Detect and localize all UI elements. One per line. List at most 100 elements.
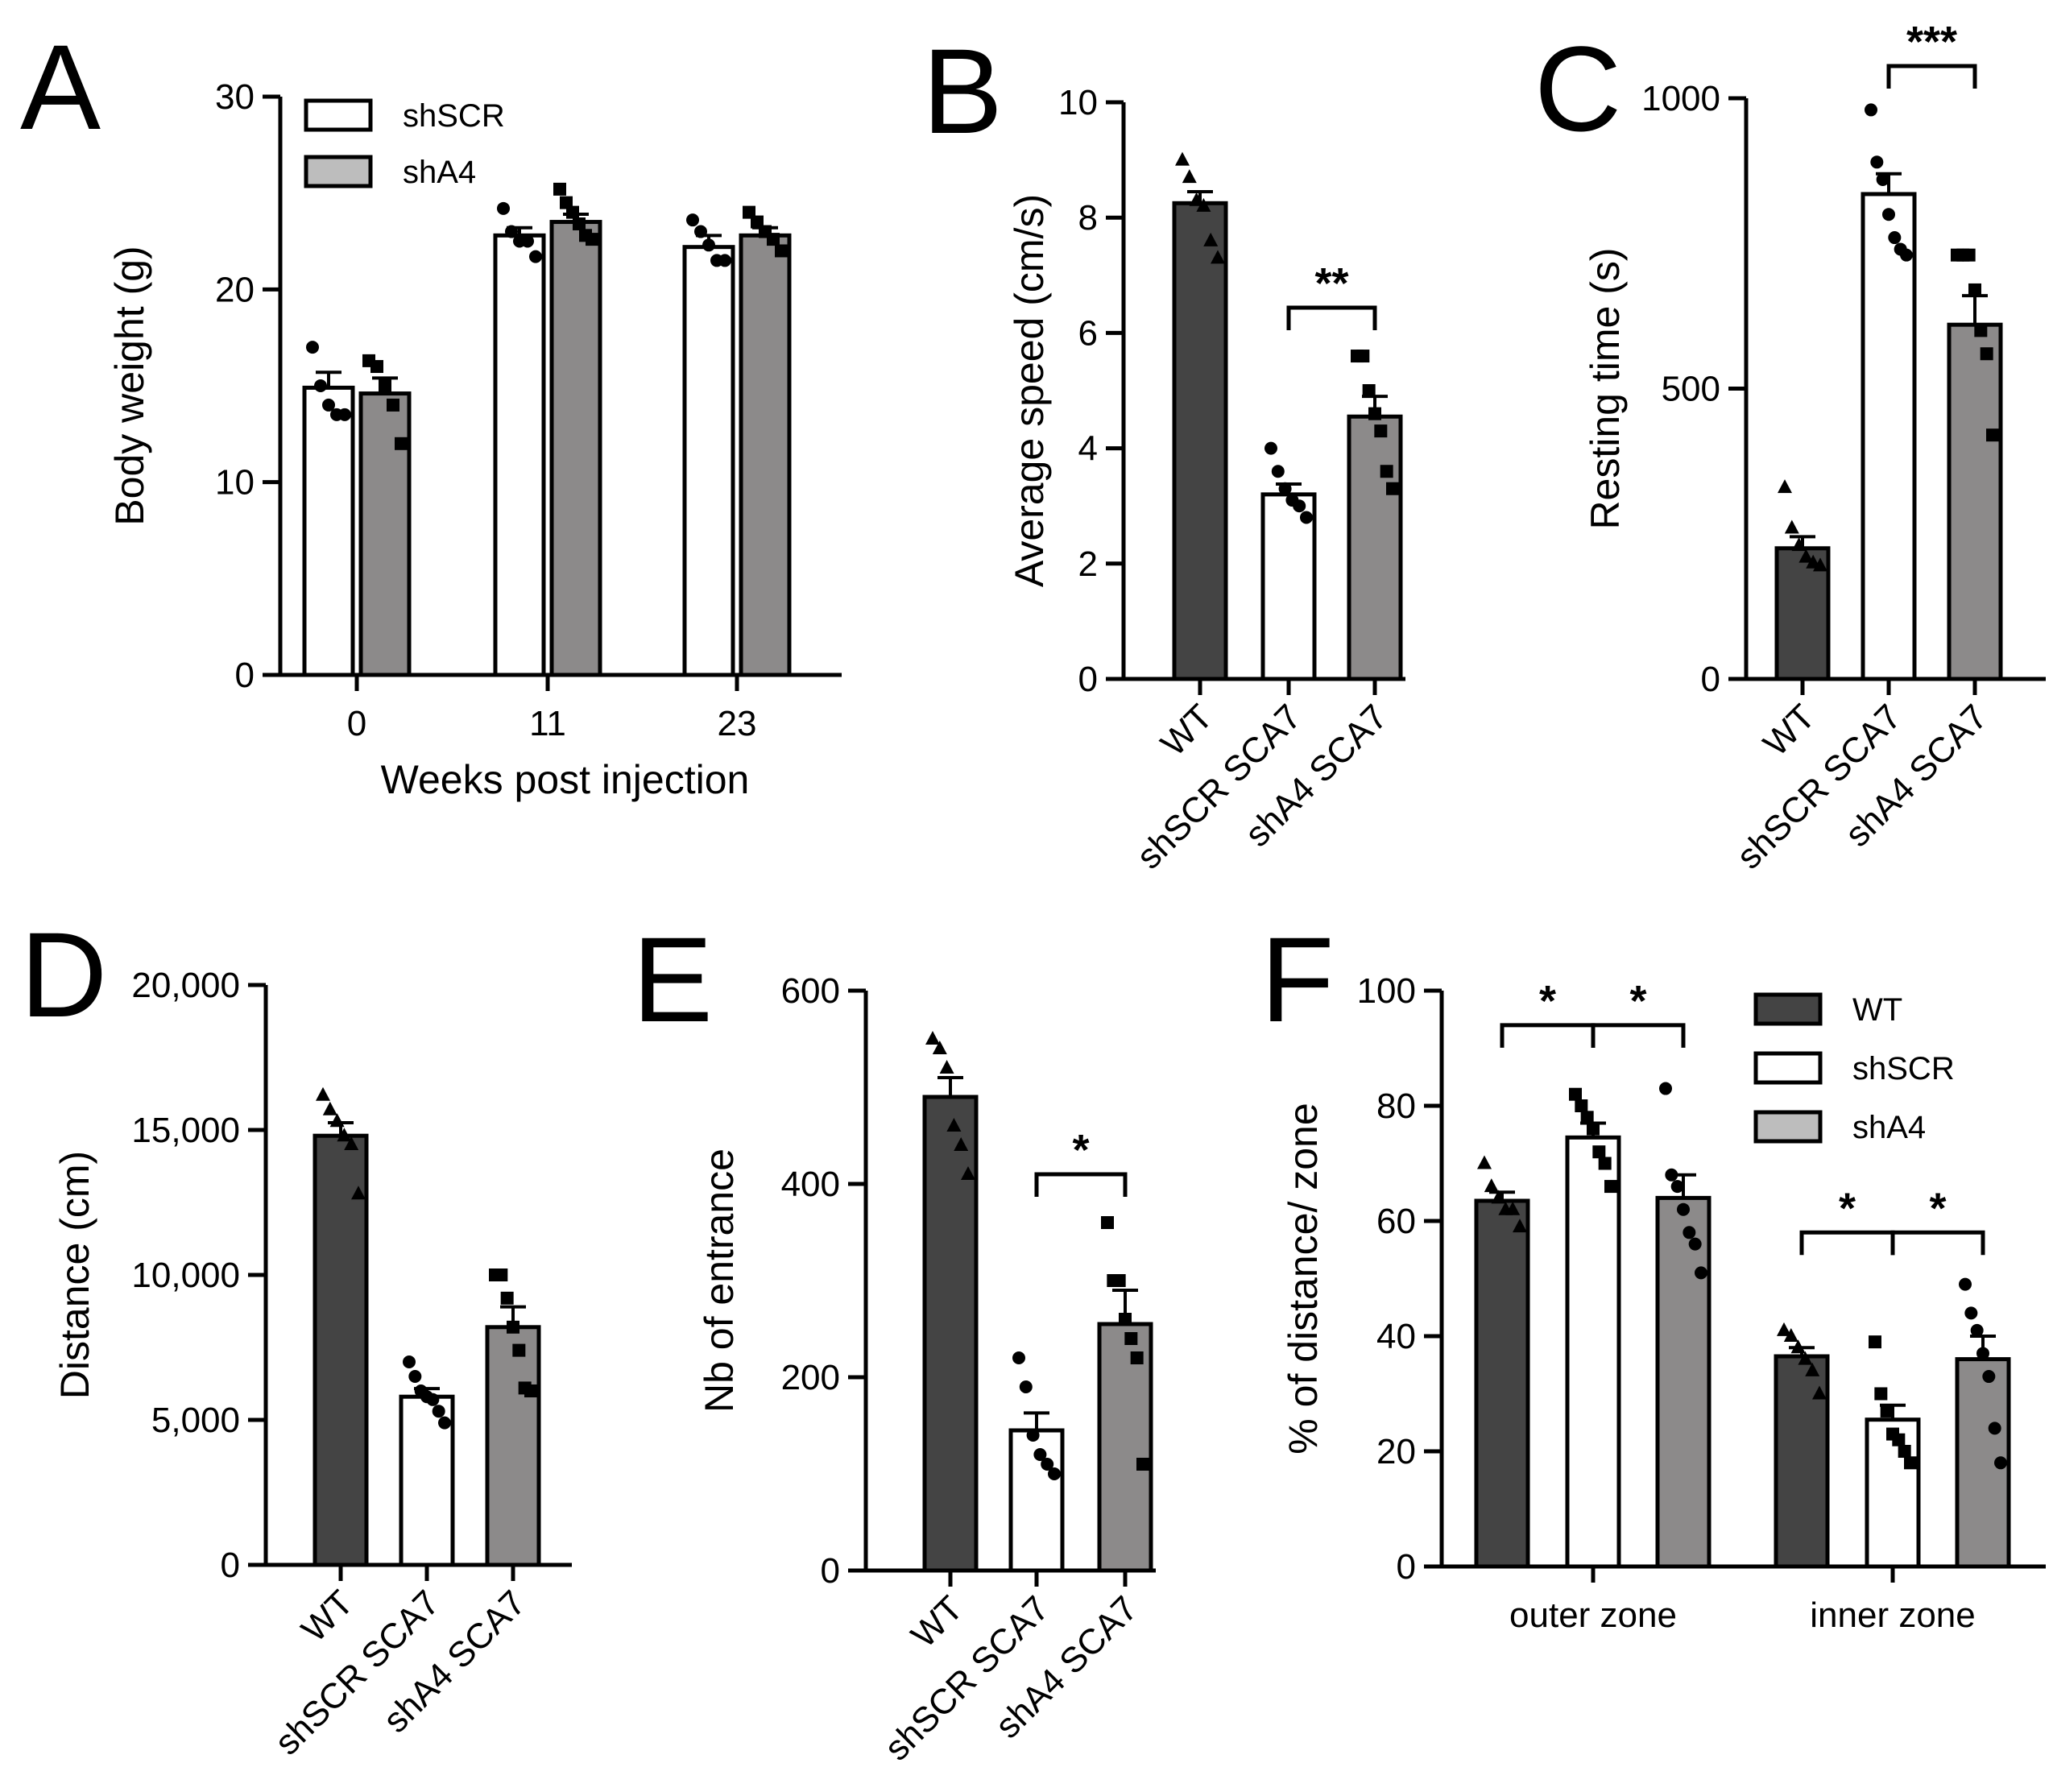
- panel-e: E 0 200 400 600 Nb of entrance: [632, 912, 1156, 1591]
- data-point: [1033, 1448, 1047, 1461]
- data-point: [1962, 248, 1976, 262]
- data-point: [1959, 1277, 1972, 1291]
- data-point: [1688, 1237, 1702, 1251]
- x-tick-label: WT: [904, 1588, 971, 1655]
- panel-d: D 0 5,000 10,000 15,000 20,000 Distance (cm): [20, 907, 572, 1585]
- data-point: [1870, 155, 1884, 169]
- data-point: [1904, 1456, 1917, 1470]
- y-tick-label: 1000: [1641, 79, 1720, 118]
- data-point: [1865, 103, 1877, 117]
- y-tick-label: 0: [1701, 660, 1720, 699]
- bar-shA4-SCA7: [1947, 322, 2003, 681]
- data-point: [1048, 1467, 1061, 1480]
- data-point: [337, 1128, 352, 1142]
- data-point: [322, 1101, 337, 1115]
- y-tick-label: 20: [215, 270, 255, 309]
- bar-shSCR-SCA7: [1260, 492, 1317, 681]
- data-point: [1778, 479, 1792, 494]
- data-point: [1575, 1099, 1588, 1112]
- data-point: [775, 244, 788, 258]
- y-tick-label: 0: [1078, 660, 1098, 699]
- data-point: [403, 1355, 416, 1368]
- data-point: [512, 1343, 526, 1357]
- y-tick-label: 0: [235, 656, 255, 695]
- data-point: [1677, 1202, 1690, 1216]
- panel-d-letter: D: [20, 907, 107, 1042]
- data-point: [1026, 1429, 1040, 1442]
- data-point: [1898, 1445, 1911, 1458]
- data-point: [1882, 208, 1895, 221]
- data-point: [1869, 1335, 1881, 1349]
- significance-label: **: [1314, 259, 1348, 308]
- significance-bracket: [1286, 305, 1377, 331]
- data-point: [1805, 1362, 1820, 1376]
- data-point: [1683, 1226, 1696, 1240]
- significance-label: *: [1929, 1184, 1946, 1232]
- legend-label-shSCR: shSCR: [403, 98, 505, 134]
- data-point: [379, 379, 391, 392]
- significance-bracket: [1890, 1230, 1985, 1256]
- significance-bracket: [1799, 1230, 1895, 1256]
- x-tick-label: 23: [718, 704, 757, 743]
- panel-b: B 0 2 4 6 8 10 Average speed (cm/s): [922, 23, 1405, 699]
- data-point: [932, 1041, 947, 1054]
- data-point: [497, 201, 510, 215]
- panel-f: F 0 20 40 60 80 100 % of distance/ zone: [1260, 912, 2046, 1587]
- data-point: [432, 1405, 445, 1418]
- panel-a-y-title: Body weight (g): [107, 246, 152, 525]
- data-point: [1356, 350, 1370, 363]
- data-point: [1874, 1387, 1888, 1401]
- y-tick-label: 40: [1376, 1317, 1416, 1356]
- data-point: [1695, 1266, 1707, 1280]
- panel-c-y-title: Resting time (s): [1583, 247, 1628, 529]
- data-point: [1598, 1157, 1612, 1170]
- data-point: [1368, 407, 1381, 420]
- data-point: [939, 1060, 954, 1074]
- data-point: [1784, 519, 1799, 534]
- data-point: [507, 1320, 519, 1334]
- bar-shSCR-11: [493, 233, 546, 677]
- data-point: [1783, 1328, 1798, 1342]
- data-point: [505, 225, 518, 238]
- bar-shA4-23: [739, 233, 792, 677]
- panel-c-letter: C: [1534, 21, 1621, 156]
- data-point: [1189, 192, 1204, 206]
- bar-WT-outer-zone: [1474, 1198, 1530, 1569]
- data-point: [306, 341, 319, 354]
- y-tick-label: 600: [781, 971, 840, 1011]
- data-point: [344, 1136, 359, 1150]
- data-point: [573, 217, 586, 230]
- panel-e-y-title: Nb of entrance: [697, 1148, 742, 1413]
- data-point: [1974, 324, 1988, 337]
- data-point: [1569, 1087, 1582, 1101]
- y-tick-label: 6: [1078, 313, 1098, 353]
- data-point: [438, 1416, 451, 1430]
- legend-swatch-shSCR: [1753, 1051, 1823, 1085]
- panel-b-letter: B: [922, 23, 1003, 159]
- y-tick-label: 4: [1078, 429, 1098, 469]
- data-point: [1900, 248, 1913, 262]
- data-point: [961, 1166, 975, 1180]
- bar-shSCR-23: [682, 245, 735, 677]
- data-point: [1892, 1433, 1906, 1446]
- panel-a-letter: A: [20, 19, 101, 155]
- data-point: [316, 1086, 330, 1101]
- data-point: [1812, 1385, 1827, 1400]
- y-tick-label: 8: [1078, 198, 1098, 238]
- data-point: [1880, 1404, 1894, 1417]
- data-point: [694, 225, 707, 238]
- legend-label-shA4: shA4: [1852, 1110, 1926, 1145]
- y-tick-label: 10: [215, 463, 255, 503]
- data-point: [524, 1384, 537, 1397]
- panel-a-x-title: Weeks post injection: [381, 757, 750, 802]
- data-point: [1019, 1380, 1033, 1393]
- panel-c: C 0 500 1000 Resting time (s): [1534, 21, 2046, 699]
- data-point: [370, 360, 383, 374]
- significance-bracket: [1034, 1172, 1128, 1197]
- y-tick-label: 10,000: [131, 1256, 240, 1295]
- data-point: [529, 250, 542, 263]
- data-point: [1211, 250, 1225, 264]
- y-tick-label: 10: [1058, 83, 1098, 122]
- legend-swatch-shA4: [1753, 1110, 1823, 1144]
- legend-swatch-WT: [1753, 992, 1823, 1026]
